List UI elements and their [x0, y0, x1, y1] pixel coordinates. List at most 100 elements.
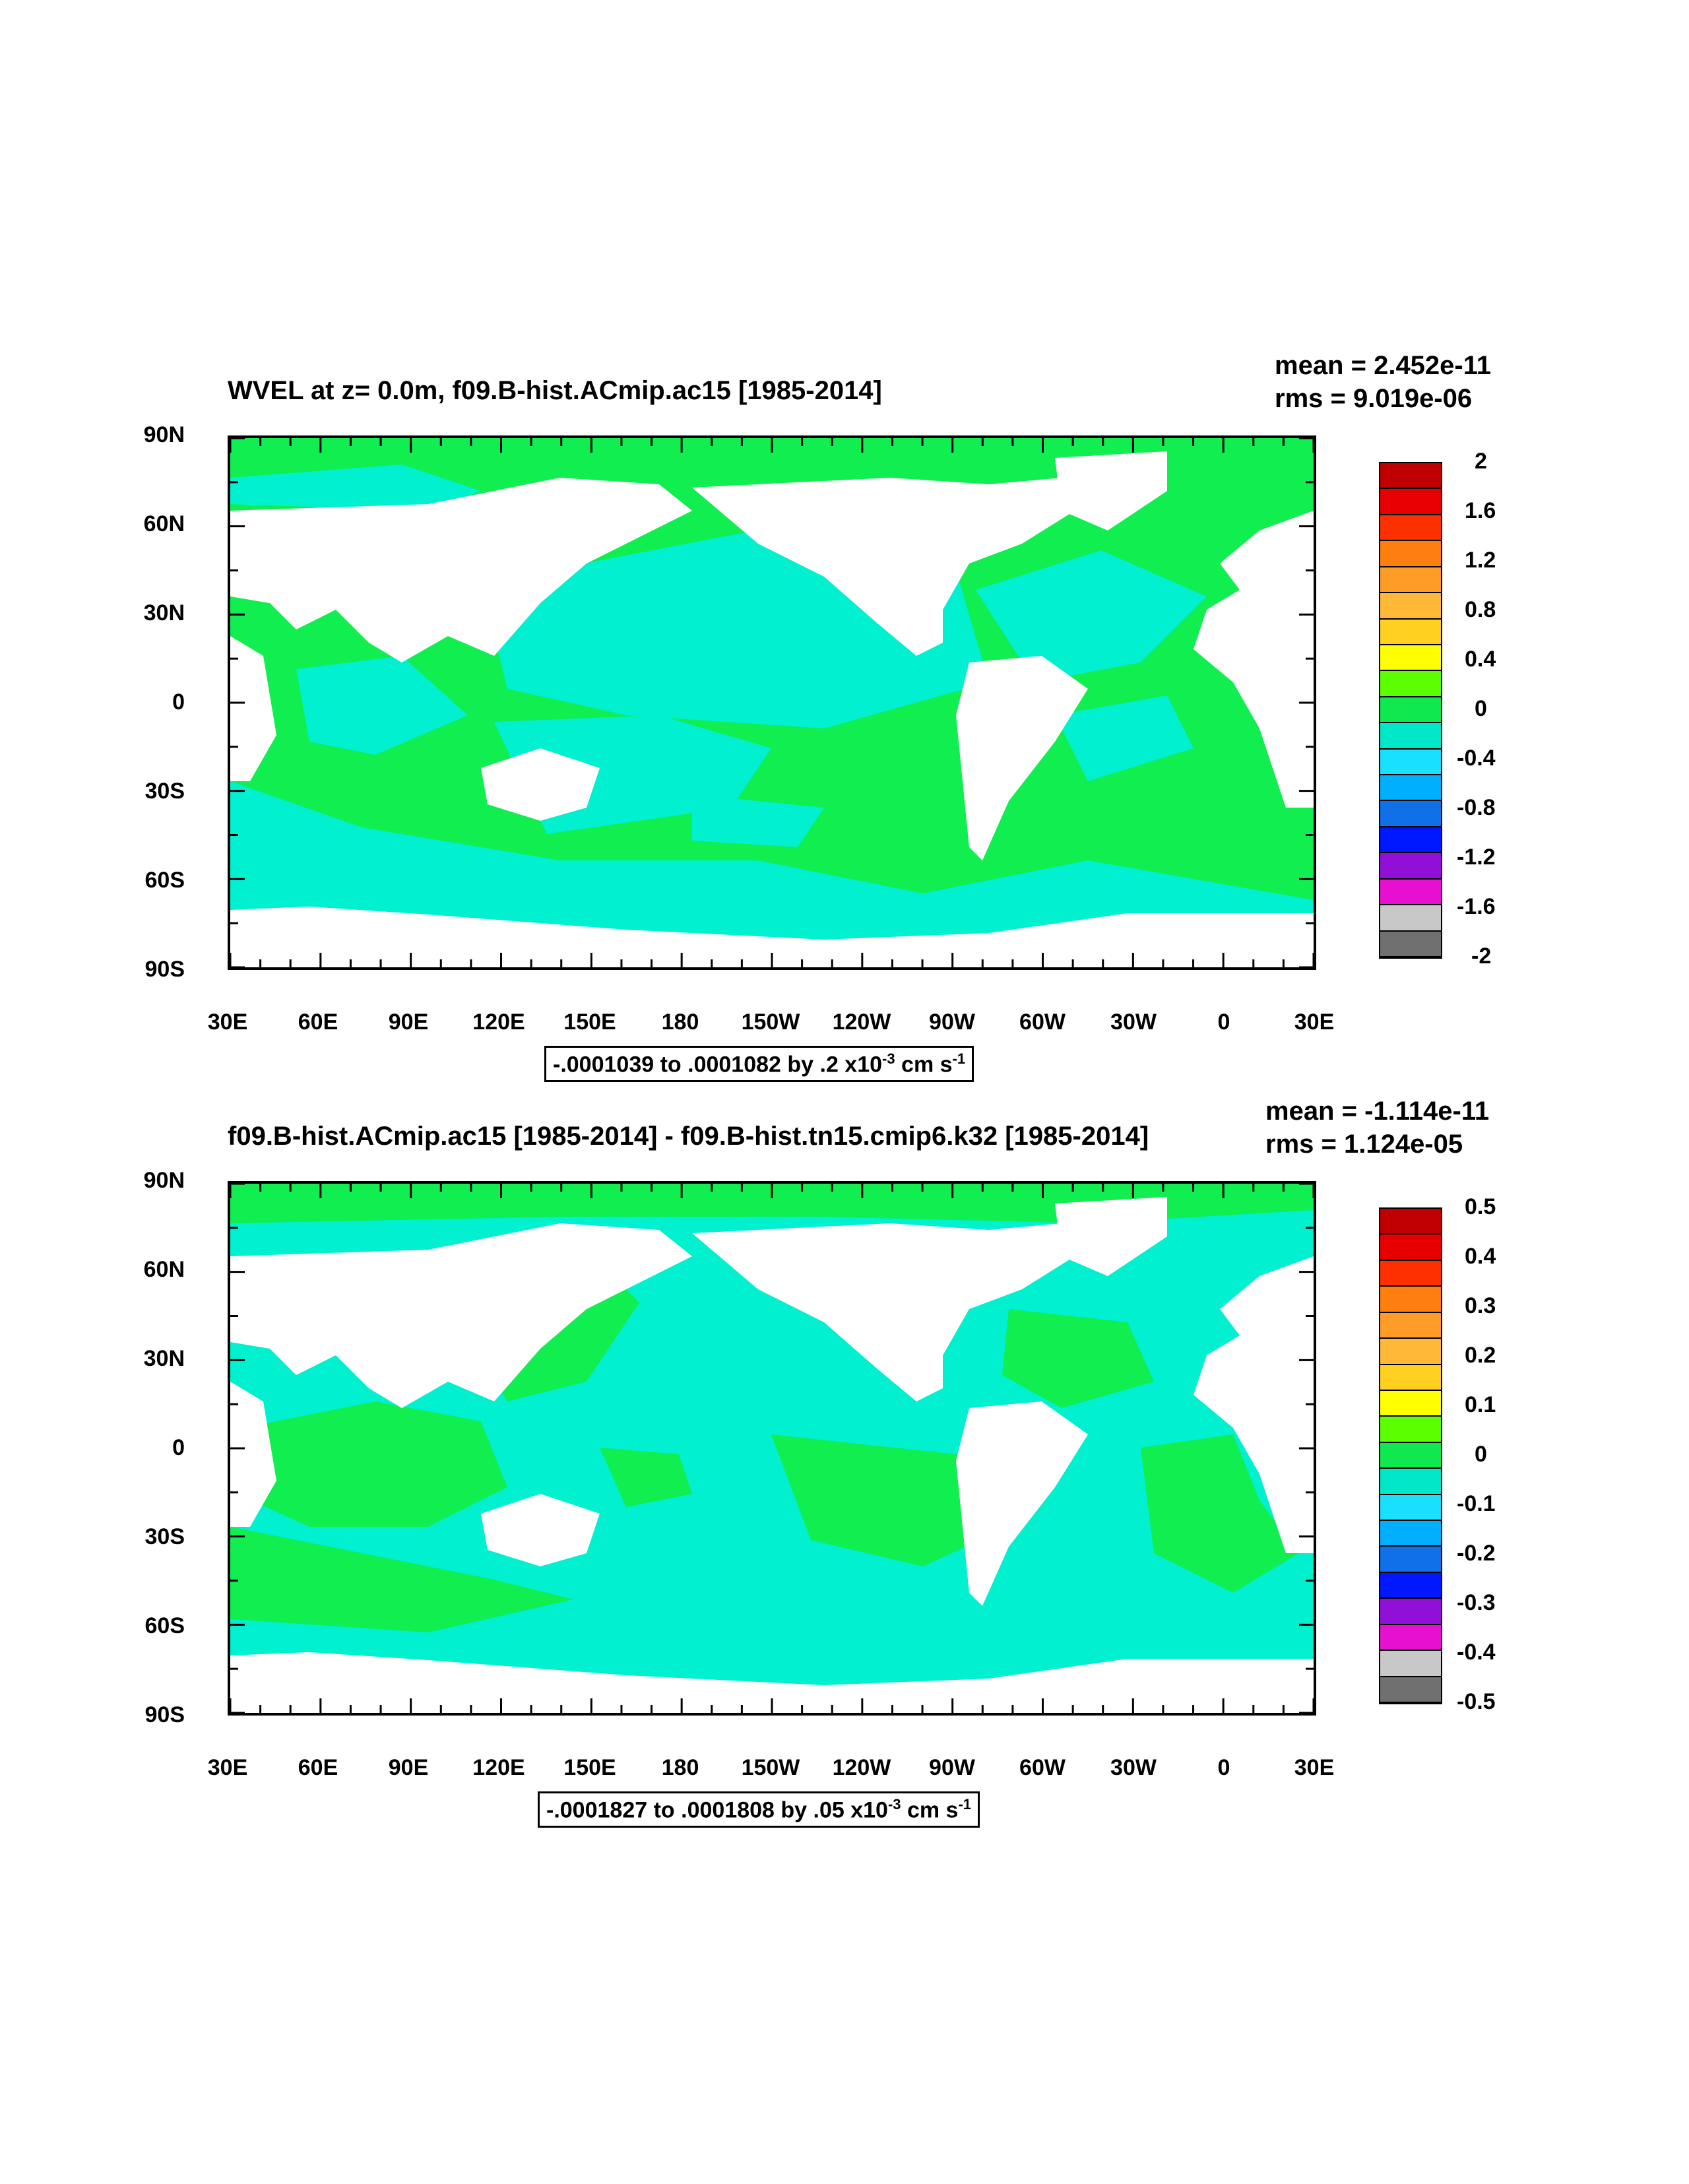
lat-label: 60N [143, 1257, 185, 1282]
contour-range-box: -.0001827 to .0001808 by .05 x10-3 cm s-… [538, 1791, 980, 1828]
lon-label: 150W [741, 1755, 800, 1780]
lon-label: 30E [1294, 1755, 1335, 1780]
panel-1: WVEL at z= 0.0m, f09.B-hist.ACmip.ac15 [… [0, 0, 1689, 1083]
colorbar-label: 2 [1475, 449, 1487, 474]
lat-label: 30S [144, 1524, 185, 1549]
lat-label: 90N [143, 422, 185, 447]
lon-label: 180 [661, 1010, 699, 1035]
lon-label: 60W [1019, 1010, 1066, 1035]
colorbar-label: -1.6 [1457, 894, 1496, 919]
colorbar-label: 0.4 [1465, 647, 1496, 672]
colorbar-label: 0.5 [1465, 1194, 1496, 1219]
range-unit: cm s [901, 1797, 959, 1823]
colorbar-label: -0.1 [1457, 1491, 1496, 1516]
colorbar-cell [1380, 749, 1441, 776]
tick-marks [230, 438, 1314, 967]
colorbar-label: -1.2 [1457, 845, 1496, 870]
colorbar [1379, 462, 1442, 959]
colorbar-label: 0.1 [1465, 1392, 1496, 1417]
lon-label: 120E [472, 1755, 525, 1780]
mean-stat: mean = -1.114e-11 [1265, 1097, 1490, 1126]
rms-stat: rms = 9.019e-06 [1275, 384, 1473, 413]
colorbar-cell [1380, 1312, 1441, 1339]
colorbar-cell [1380, 1469, 1441, 1495]
lon-label: 120W [832, 1755, 891, 1780]
colorbar-cell [1380, 619, 1441, 645]
colorbar-cell [1380, 1390, 1441, 1417]
lon-label: 60W [1019, 1755, 1066, 1780]
colorbar-label: -0.2 [1457, 1541, 1496, 1566]
colorbar-cell [1380, 1677, 1441, 1703]
colorbar-label: 0.3 [1465, 1293, 1496, 1318]
range-unit-exponent: -1 [952, 1050, 966, 1067]
colorbar-cell [1380, 1624, 1441, 1652]
colorbar-cell [1380, 827, 1441, 854]
lat-label: 0 [172, 1435, 185, 1460]
lat-label: 60S [144, 868, 185, 893]
range-exponent: -3 [882, 1050, 895, 1067]
ocean-map [230, 438, 1314, 967]
contour-range-box: -.0001039 to .0001082 by .2 x10-3 cm s-1 [544, 1046, 974, 1083]
lon-label: 0 [1217, 1755, 1230, 1780]
colorbar-label: -0.4 [1457, 746, 1496, 771]
colorbar [1379, 1207, 1442, 1704]
colorbar-cell [1380, 1651, 1441, 1677]
panel-title: f09.B-hist.ACmip.ac15 [1985-2014] - f09.… [228, 1122, 1149, 1151]
lon-label: 150E [563, 1755, 616, 1780]
colorbar-label: -0.4 [1457, 1640, 1496, 1665]
lat-label: 90N [143, 1168, 185, 1193]
colorbar-cell [1380, 1442, 1441, 1469]
colorbar-cell [1380, 1572, 1441, 1599]
lon-label: 30W [1110, 1010, 1157, 1035]
colorbar-cell [1380, 671, 1441, 697]
lon-label: 60E [298, 1755, 338, 1780]
colorbar-cell [1380, 1365, 1441, 1391]
colorbar-cell [1380, 879, 1441, 906]
colorbar-cell [1380, 1521, 1441, 1547]
map-frame [228, 435, 1316, 970]
ocean-map [230, 1184, 1314, 1713]
colorbar-label: 1.2 [1465, 548, 1496, 573]
range-unit: cm s [895, 1052, 953, 1077]
colorbar-cell [1380, 697, 1441, 724]
lat-label: 30N [143, 600, 185, 626]
colorbar-cell [1380, 853, 1441, 880]
map-frame [228, 1181, 1316, 1716]
lon-label: 180 [661, 1755, 699, 1780]
lon-label: 0 [1217, 1010, 1230, 1035]
lat-label: 90S [144, 1702, 185, 1727]
ocean-field [230, 1184, 1314, 1713]
colorbar-cell [1380, 775, 1441, 802]
range-text: -.0001827 to .0001808 by .05 x10 [546, 1797, 888, 1823]
colorbar-cell [1380, 515, 1441, 542]
lat-label: 0 [172, 690, 185, 715]
colorbar-label: 1.6 [1465, 498, 1496, 523]
colorbar-cell [1380, 1417, 1441, 1443]
colorbar-cell [1380, 1339, 1441, 1365]
colorbar-cell [1380, 905, 1441, 932]
range-unit-exponent: -1 [958, 1796, 972, 1813]
lon-label: 30E [207, 1755, 248, 1780]
colorbar-cell [1380, 1260, 1441, 1287]
colorbar-label: -0.3 [1457, 1590, 1496, 1615]
colorbar-label: 0.2 [1465, 1343, 1496, 1368]
colorbar-label: 0 [1475, 696, 1487, 721]
land-mask [230, 451, 1314, 967]
colorbar-label: 0.8 [1465, 597, 1496, 622]
panel-2: f09.B-hist.ACmip.ac15 [1985-2014] - f09.… [0, 0, 1689, 1828]
lon-label: 90E [388, 1010, 429, 1035]
colorbar-cell [1380, 645, 1441, 672]
colorbar-cell [1380, 463, 1441, 490]
land-mask [230, 1197, 1314, 1713]
lon-label: 90E [388, 1755, 429, 1780]
lon-label: 120W [832, 1010, 891, 1035]
colorbar-label: 0.4 [1465, 1244, 1496, 1269]
colorbar-cell [1380, 1235, 1441, 1261]
lon-label: 60E [298, 1010, 338, 1035]
lon-label: 30W [1110, 1755, 1157, 1780]
colorbar-label: -2 [1471, 944, 1492, 969]
lat-label: 90S [144, 957, 185, 982]
colorbar-label: -0.5 [1457, 1689, 1496, 1714]
colorbar-cell [1380, 567, 1441, 594]
lon-label: 150E [563, 1010, 616, 1035]
